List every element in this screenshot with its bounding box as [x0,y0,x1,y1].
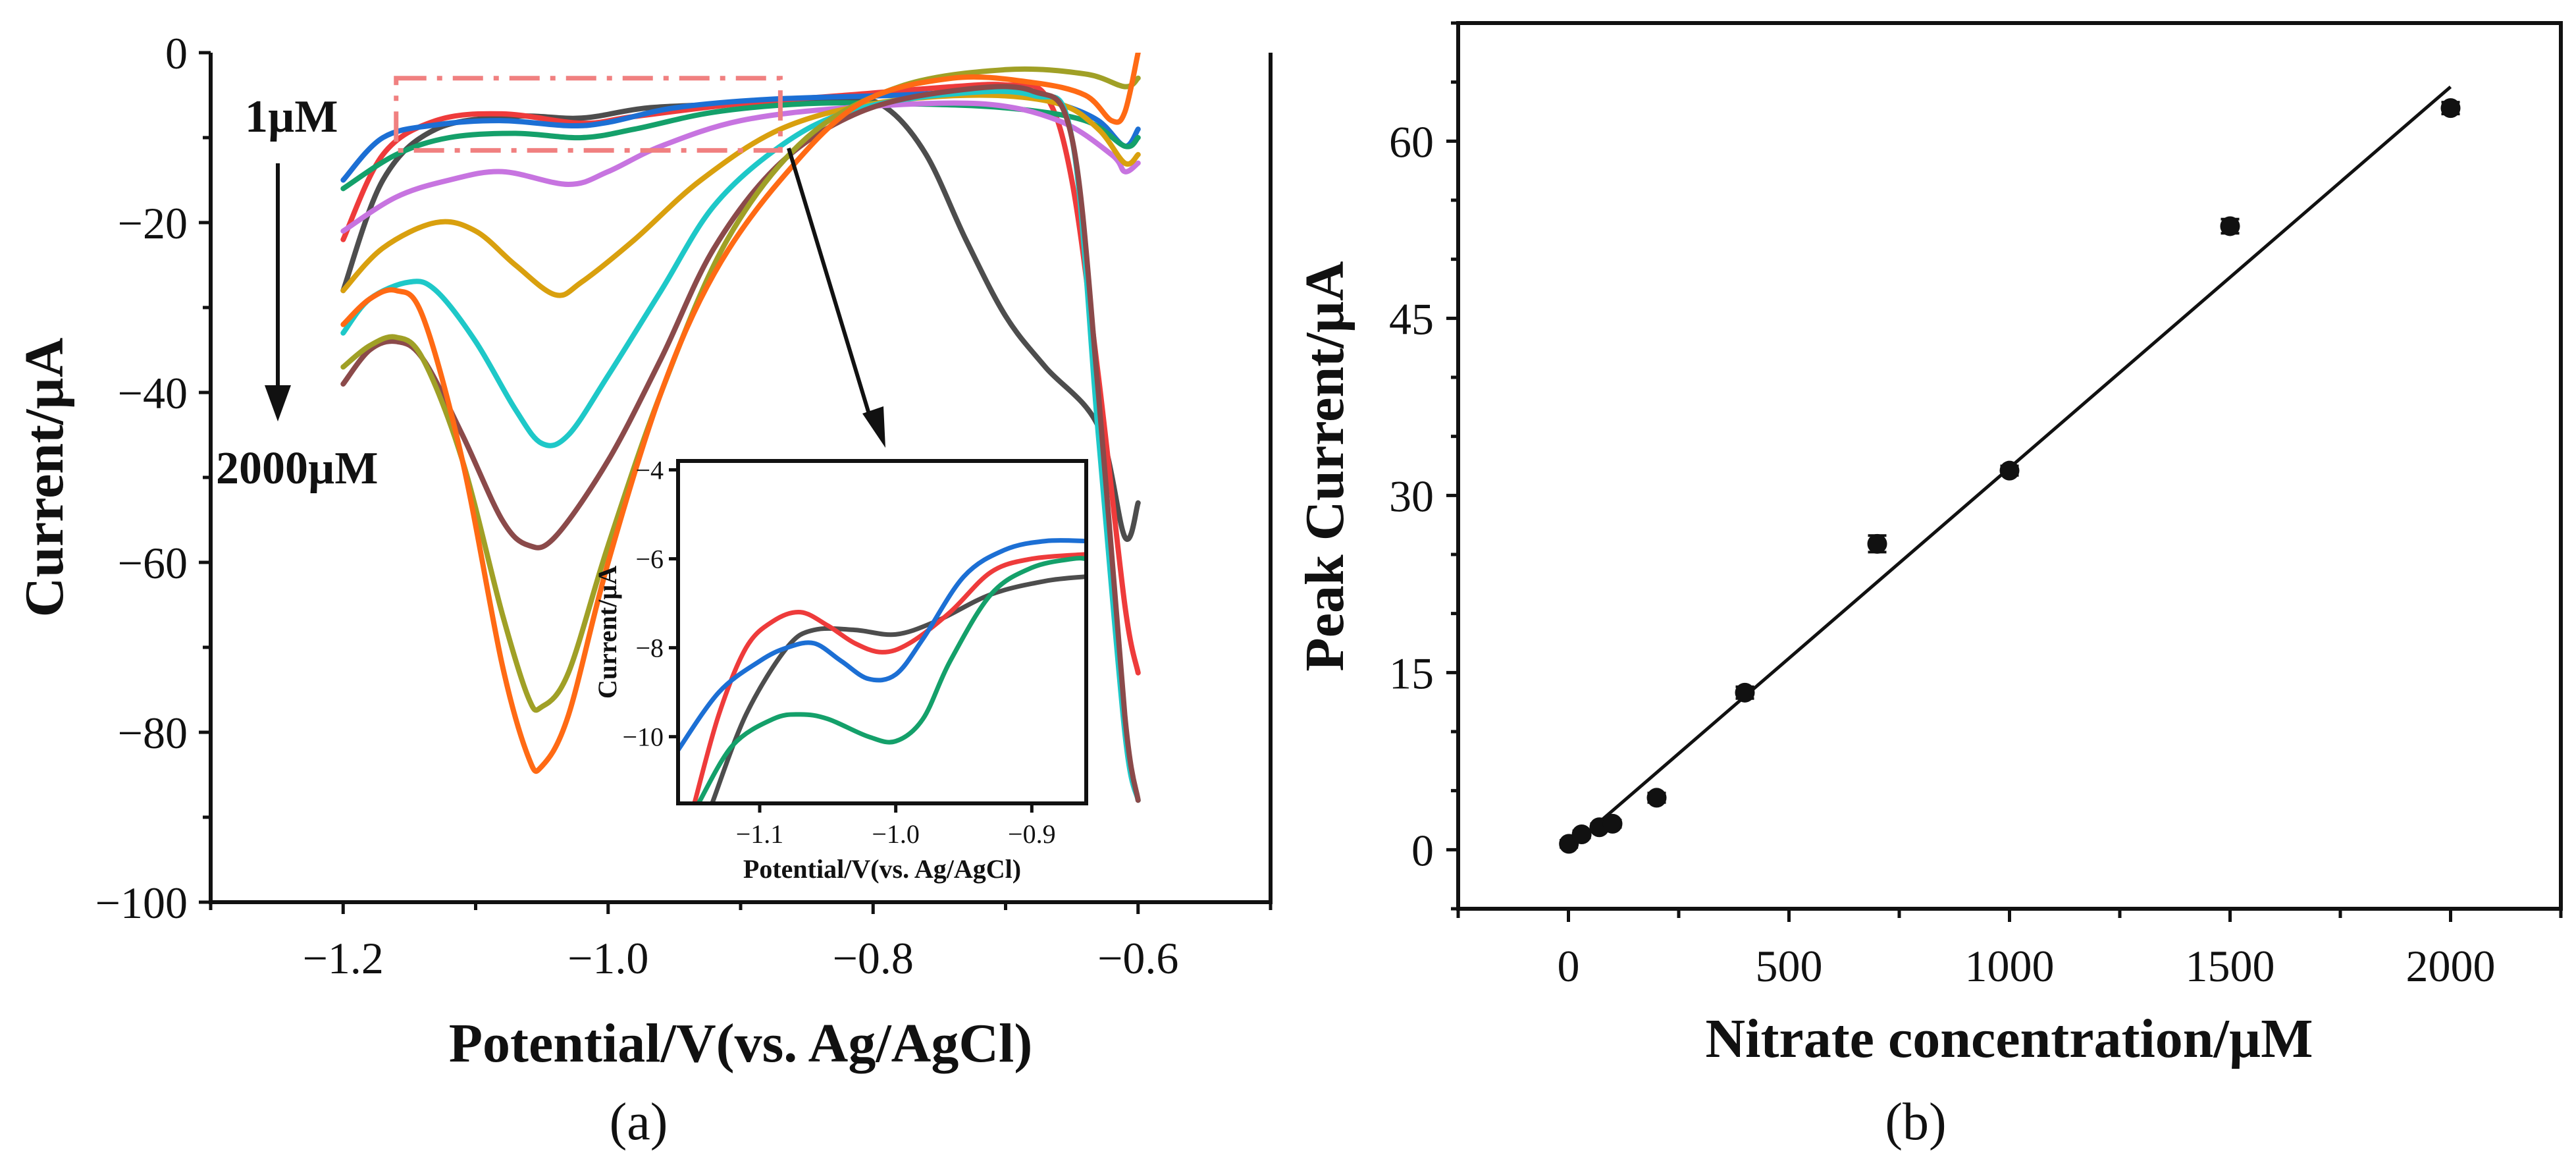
panel-a-series-group [340,53,1141,803]
y-tick-label: −100 [95,878,188,928]
scatter-marker [2220,216,2240,236]
inset-series-green-line [696,556,1086,803]
zoom-arrow-head [862,406,885,448]
panel-b-label: (b) [1885,1093,1946,1151]
inset-series-group [678,538,1086,803]
inset-y-tick-label: −10 [622,722,664,752]
y-tick-label: 15 [1389,648,1434,698]
inset-x-axis-title: Potential/V(vs. Ag/AgCl) [743,854,1021,884]
series-brown-line [340,84,1141,803]
scatter-marker [1571,824,1592,845]
inset-y-tick-label: −8 [635,633,664,663]
x-tick-label: 1000 [1965,941,2055,991]
y-tick-label: 0 [165,28,188,78]
scatter-marker [1602,813,1623,834]
linear-fit-line [1600,85,2452,822]
zoom-arrow-shaft [787,148,872,419]
x-tick-label: 1500 [2186,941,2275,991]
inset-y-ticks: −4 −6 −8 −10 [622,456,678,752]
y-tick-label: 30 [1389,471,1434,521]
x-tick-label: 0 [1558,941,1580,991]
x-tick-label: 2000 [2406,941,2496,991]
panel-b-x-ticks: 0 500 1000 1500 2000 [1456,909,2563,991]
y-tick-label: −40 [118,368,188,418]
x-tick-label: −1.2 [303,933,384,983]
data-point [1999,460,2020,481]
inset-plot: −1.1 −1.0 −0.9 −4 −6 −8 −10 Potential/V(vs. A… [592,456,1088,884]
panel-b-points [1559,98,2461,854]
inset-series-red-line [692,552,1086,803]
panel-a-label: (a) [610,1093,668,1151]
series-olive-line [340,66,1141,713]
inset-x-tick-label: −1.1 [736,819,784,849]
data-point [2440,98,2461,119]
panel-a-y-ticks: 0 −20 −40 −60 −80 −100 [95,28,211,928]
scatter-marker [1646,788,1667,808]
inset-series-grey-line [710,574,1086,803]
y-tick-label: −80 [118,708,188,758]
inset-y-tick-label: −6 [635,545,664,574]
y-tick-label: −60 [118,538,188,588]
panel-a: −1.2 −1.0 −0.8 −0.6 0 −20 −40 −60 −80 −100 1µM 2… [14,28,1273,1151]
panel-a-y-axis-title: Current/µA [14,337,75,617]
inset-x-tick-label: −0.9 [1008,819,1056,849]
inset-y-tick-label: −4 [635,456,664,485]
annotation-bottom-label: 2000µM [216,443,378,494]
scatter-marker [1735,682,1755,703]
data-point [1735,682,1755,703]
data-point [1867,533,1887,554]
scatter-marker [1867,533,1887,554]
annotation-arrows [265,148,885,448]
zoom-box [394,76,783,153]
annotation-top-label: 1µM [245,92,338,142]
inset-y-axis-title: Current/µA [592,566,622,699]
panel-a-x-axis-title: Potential/V(vs. Ag/AgCl) [449,1013,1033,1074]
inset-series-blue-line [678,538,1086,753]
down-arrow-head [265,385,291,421]
inset-x-tick-label: −1.0 [872,819,920,849]
data-point [1602,813,1623,834]
scatter-marker [1999,460,2020,481]
scatter-marker [2440,98,2461,119]
x-tick-label: −0.8 [833,933,914,983]
series-orange-line [340,53,1141,774]
inset-x-ticks: −1.1 −1.0 −0.9 [736,803,1056,849]
inset-frame [676,459,1088,805]
series-violet-line [340,100,1141,234]
series-gold-line [340,92,1141,298]
x-tick-label: 500 [1756,941,1823,991]
y-tick-label: 0 [1411,825,1434,875]
panel-b-x-axis-title: Nitrate concentration/µM [1705,1008,2313,1069]
y-tick-label: 60 [1389,117,1434,167]
panel-b-y-ticks: 0 15 30 45 60 [1389,21,1458,911]
y-tick-label: 45 [1389,294,1434,344]
panel-b-y-axis-title: Peak Current/µA [1294,261,1355,671]
series-cyan-line [340,88,1141,803]
data-point [1646,788,1667,808]
data-point [1571,824,1592,845]
panel-b: 0 500 1000 1500 2000 0 15 30 45 60 Nitrate conce… [1294,21,2563,1151]
x-tick-label: −0.6 [1097,933,1178,983]
panel-a-x-ticks: −1.2 −1.0 −0.8 −0.6 [209,902,1273,983]
y-tick-label: −20 [118,198,188,248]
data-point [2220,216,2240,236]
x-tick-label: −1.0 [567,933,648,983]
